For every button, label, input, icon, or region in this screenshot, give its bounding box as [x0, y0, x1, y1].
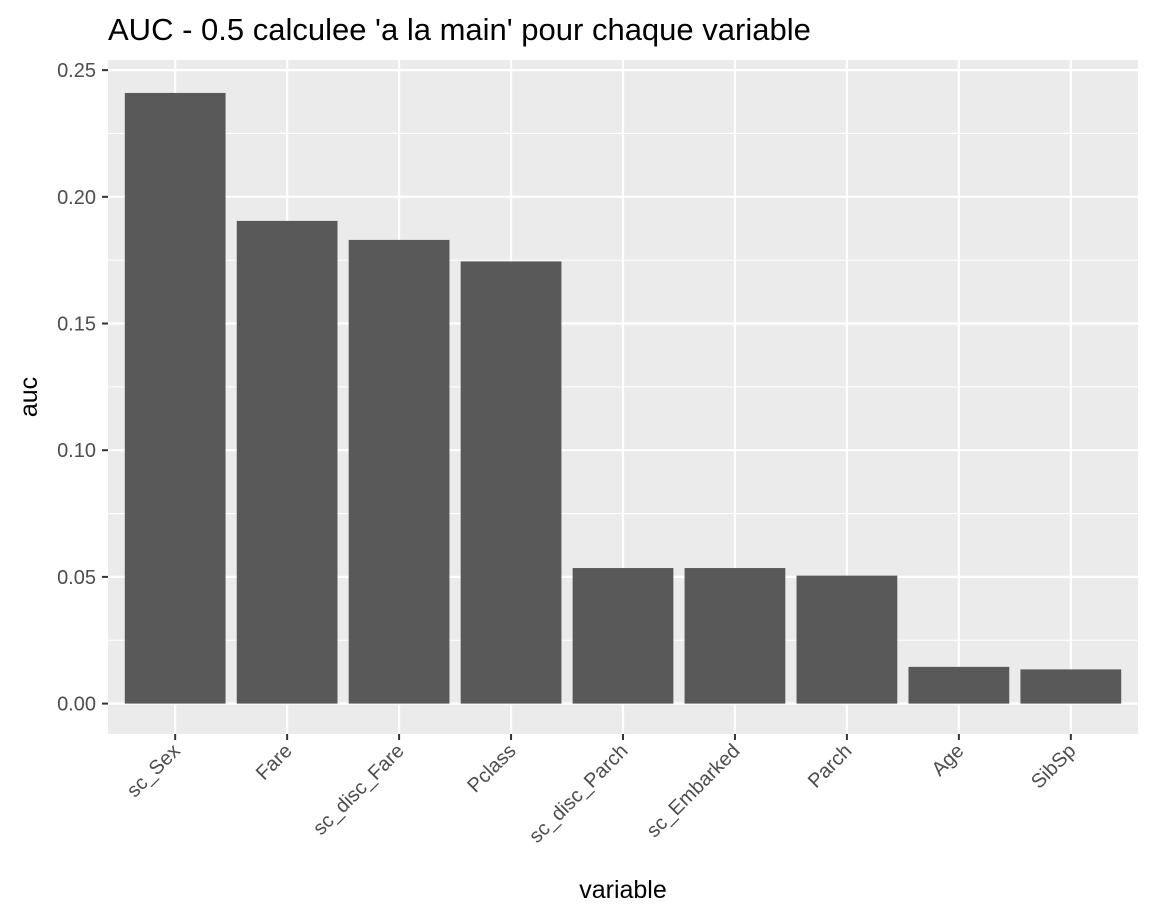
bar-sc-disc-fare	[348, 239, 450, 704]
y-axis-title: auc	[15, 377, 43, 417]
x-tick-label: sc_Embarked	[642, 740, 744, 842]
bar-age	[908, 666, 1010, 704]
x-tick-label: sc_disc_Fare	[309, 740, 409, 840]
chart-title: AUC - 0.5 calculee 'a la main' pour chaq…	[108, 12, 811, 47]
y-tick-label: 0.10	[57, 440, 96, 462]
bars	[124, 92, 1122, 704]
x-tick-label: sc_disc_Parch	[525, 740, 633, 848]
x-tick-label: Age	[928, 740, 969, 781]
bar-parch	[796, 575, 898, 704]
bar-sc-disc-parch	[572, 568, 674, 704]
x-tick-label: sc_Sex	[123, 740, 185, 802]
y-tick-label: 0.00	[57, 694, 96, 716]
y-tick-label: 0.05	[57, 567, 96, 589]
y-axis: 0.00 0.05 0.10 0.15 0.20 0.25	[57, 60, 108, 716]
x-tick-label: SibSp	[1027, 740, 1080, 793]
bar-fare	[236, 220, 338, 704]
y-tick-label: 0.25	[57, 60, 96, 82]
bar-sc-embarked	[684, 568, 786, 704]
x-tick-label: Pclass	[463, 740, 520, 797]
bar-sc-sex	[124, 92, 226, 704]
y-tick-label: 0.20	[57, 187, 96, 209]
x-tick-label: Parch	[804, 740, 857, 793]
x-tick-label: Fare	[252, 740, 297, 785]
x-axis-title: variable	[579, 876, 667, 904]
bar-pclass	[460, 261, 562, 704]
x-axis: sc_Sex Fare sc_disc_Fare Pclass sc_disc_Parc…	[123, 734, 1080, 848]
y-tick-label: 0.15	[57, 314, 96, 336]
bar-sibsp	[1020, 669, 1122, 704]
